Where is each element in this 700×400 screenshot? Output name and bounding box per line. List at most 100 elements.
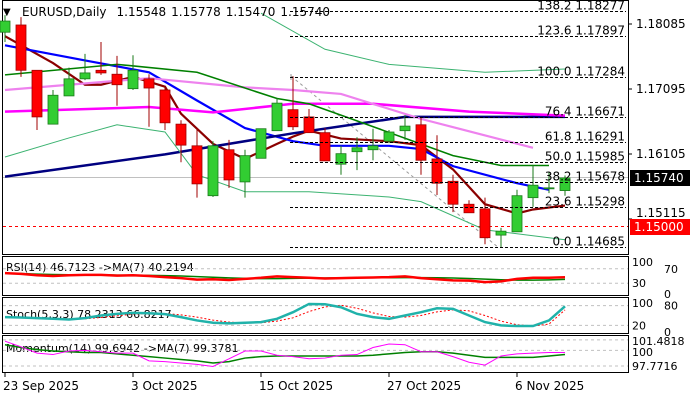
candle-body [479,208,491,239]
candle-body [175,123,187,146]
candle-body [191,145,203,185]
close-value: 1.15740 [280,5,330,19]
price-tick-label: 1.16105 [636,147,686,161]
candle [47,89,59,125]
ma-slow-line [4,115,565,178]
candle [223,139,235,188]
alert-price-label[interactable]: 1.15000 [630,219,690,235]
time-tick-label: 15 Oct 2025 [259,379,333,393]
price-tick-label: 1.15115 [636,206,686,220]
candle [287,76,299,131]
candle [479,197,491,245]
candle-body [0,20,11,33]
fib-level-label: 76.4 1.16671 [545,105,625,119]
candle [31,69,43,131]
level-label: 30 [632,277,646,290]
fib-level-label: 38.2 1.15678 [545,170,625,184]
fib-levels: 138.2 1.18277 123.6 1.17897 100.0 1.17284 7… [290,0,626,249]
candle-body [367,145,379,151]
candle [111,55,123,106]
candle-body [351,147,363,153]
moving-averages [4,12,566,241]
candles [0,15,571,248]
candle [367,128,379,161]
band-upper-line [260,12,566,73]
candle-body [111,73,123,86]
stoch-frame [2,297,629,334]
ma-magenta-line [4,102,566,117]
current-price-text: 1.15740 [634,171,684,185]
time-axis: 23 Sep 2025 3 Oct 2025 15 Oct 2025 27 Oct 2… [3,372,584,393]
current-price-label: 1.15740 [630,170,690,186]
candle [271,97,283,132]
fib-level-label: 123.6 1.17897 [537,24,625,38]
candle-body [31,69,43,118]
time-tick-label: 6 Nov 2025 [515,379,584,393]
momentum-panel: Momentum(14) 99.6942 ->MA(7) 99.3781 101… [2,335,685,373]
candle-body [527,184,539,199]
fib-level-label: 0.0 1.14685 [552,235,625,249]
candle-body [559,177,571,191]
candle [143,74,155,127]
candle-body [383,131,395,142]
candle [15,17,27,77]
candle [319,128,331,162]
level-label: 20 [632,319,646,332]
candle [255,128,267,159]
candle [0,15,11,43]
candle-body [463,203,475,214]
header-arrow-icon[interactable]: ▼ [3,7,11,18]
candle-body [495,230,507,236]
candle [239,149,251,198]
candle [399,114,411,140]
candle-body [239,155,251,183]
rsi-label: RSI(14) 46.7123 ->MA(7) 40.2194 [6,261,194,274]
fib-level-label: 100.0 1.17284 [537,65,625,79]
candle [431,135,443,196]
candle [463,200,475,214]
candle-body [143,78,155,89]
candle-body [303,116,315,134]
candle-body [47,94,59,125]
candle-body [335,153,347,165]
candle-body [319,132,331,162]
candle [511,189,523,233]
candle-body [95,69,107,74]
low-value: 1.15470 [226,5,276,19]
main-panel-frame [2,0,629,255]
open-value: 1.15548 [117,5,167,19]
candle [207,141,219,198]
stoch-main-line [4,302,566,328]
candle-body [399,125,411,132]
candle [159,88,171,131]
candle [191,128,203,198]
candle [303,109,315,134]
level-label: 100 [632,346,653,359]
ma-fast-line [4,35,566,215]
candle-body [271,102,283,132]
level-label: 101.4818 [632,335,685,348]
candle-body [207,145,219,197]
symbol-label: EURUSD,Daily [22,5,107,19]
rsi-frame [2,256,629,296]
fib-level-label: 61.8 1.16291 [545,130,625,144]
candle-body [159,89,171,124]
candle [543,172,555,194]
time-tick-label: 27 Oct 2025 [387,379,461,393]
candle [95,42,107,75]
level-label: 100 [632,256,653,269]
candle [383,130,395,144]
chart-header: EURUSD,Daily 1.15548 1.15778 1.15470 1.15740 [22,5,330,19]
candle [63,67,75,97]
candle-body [543,187,555,190]
rsi-line [4,271,566,284]
candle [415,116,427,175]
candle-body [223,149,235,181]
momentum-frame [2,335,629,373]
candle-body [63,78,75,97]
level-label: 97.7716 [632,360,678,373]
level-label: 70 [664,263,678,276]
candle-body [15,24,27,71]
